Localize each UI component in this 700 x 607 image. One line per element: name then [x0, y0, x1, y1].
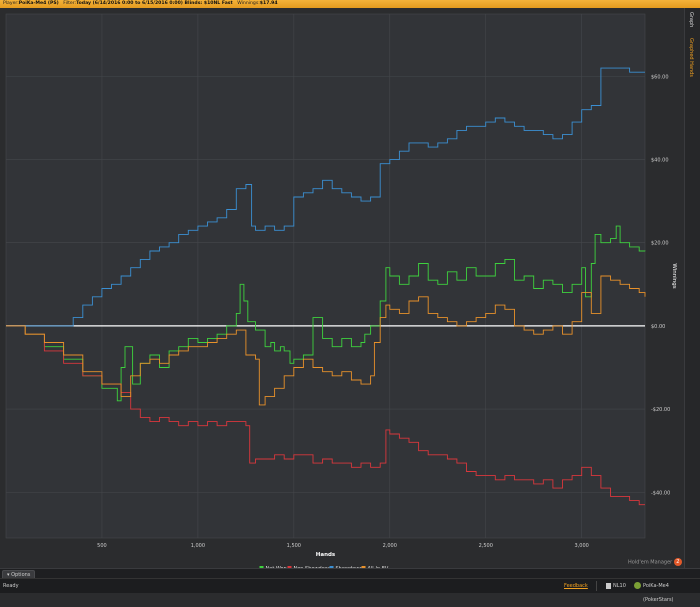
legend-swatch-net-won	[259, 566, 264, 568]
x-tick-label: 500	[97, 543, 107, 549]
x-tick-label: 3,000	[575, 543, 589, 549]
winnings-graph: 500 1,000 1,500 2,000 2,500 3,000 -$40.00 -$20.…	[5, 13, 677, 568]
options-label: Options	[11, 572, 31, 578]
level-icon	[606, 583, 611, 589]
player-value[interactable]: PoiKa-Me4 (PS)	[18, 1, 59, 6]
series-line-all-in-ev	[6, 275, 646, 406]
series-line-showdown	[6, 67, 645, 327]
legend-swatch-non-showdown	[287, 566, 292, 568]
x-axis-label: Hands	[316, 552, 336, 558]
x-tick-label: 1,000	[191, 543, 205, 549]
status-bar: Ready Feedback NL10 PoiKa-Me4 (PokerStar…	[0, 578, 700, 603]
header-bar: Player:PoiKa-Me4 (PS) Filter:Today (6/14…	[0, 0, 700, 8]
legend-label-showdown[interactable]: Showdown	[336, 566, 363, 568]
x-tick-label: 2,500	[479, 543, 493, 549]
plot-area	[5, 13, 646, 539]
status-level[interactable]: NL10	[613, 583, 626, 589]
player-status-icon	[634, 582, 641, 589]
winnings-value: $17.94	[259, 1, 278, 6]
legend-swatch-all-in-ev	[361, 566, 366, 568]
status-ready: Ready	[3, 583, 19, 589]
y-axis-label: Winnings	[671, 263, 677, 288]
tab-graphed-hands[interactable]: Graphed Hands	[688, 38, 694, 77]
y-tick-label: $0.00	[651, 324, 665, 330]
y-tick-label: -$40.00	[651, 490, 670, 496]
x-tick-label: 1,500	[287, 543, 301, 549]
legend-swatch-showdown	[329, 566, 334, 568]
series-line-non-showdown	[6, 325, 645, 506]
hem-logo-icon: 2	[673, 558, 682, 566]
y-tick-label: $60.00	[651, 74, 669, 80]
winnings-label: Winnings:	[237, 1, 260, 6]
legend-label-all-in-ev[interactable]: All-In EV	[368, 566, 389, 568]
filter-label: Filter:	[63, 1, 77, 6]
side-tab-strip: Graph Graphed Hands	[684, 8, 700, 568]
series-line-net-won	[6, 225, 646, 402]
player-label: Player:	[3, 1, 19, 6]
legend-label-non-showdown[interactable]: Non Showdown	[294, 566, 333, 568]
legend-label-net-won[interactable]: Net Won	[266, 566, 287, 568]
feedback-link[interactable]: Feedback	[564, 583, 588, 589]
status-player[interactable]: PoiKa-Me4 (PokerStars)	[643, 583, 674, 603]
y-tick-label: $20.00	[651, 241, 669, 247]
y-tick-label: $40.00	[651, 158, 669, 164]
x-tick-label: 2,000	[383, 543, 397, 549]
logo-text: Hold'em Manager	[628, 559, 673, 566]
status-divider	[596, 581, 597, 591]
y-tick-label: -$20.00	[651, 407, 670, 413]
filter-value[interactable]: Today (6/14/2016 0:00 to 6/15/2016 0:00)…	[76, 1, 233, 6]
hem-logo: Hold'em Manager 2	[628, 558, 682, 566]
tab-graph[interactable]: Graph	[688, 12, 694, 28]
